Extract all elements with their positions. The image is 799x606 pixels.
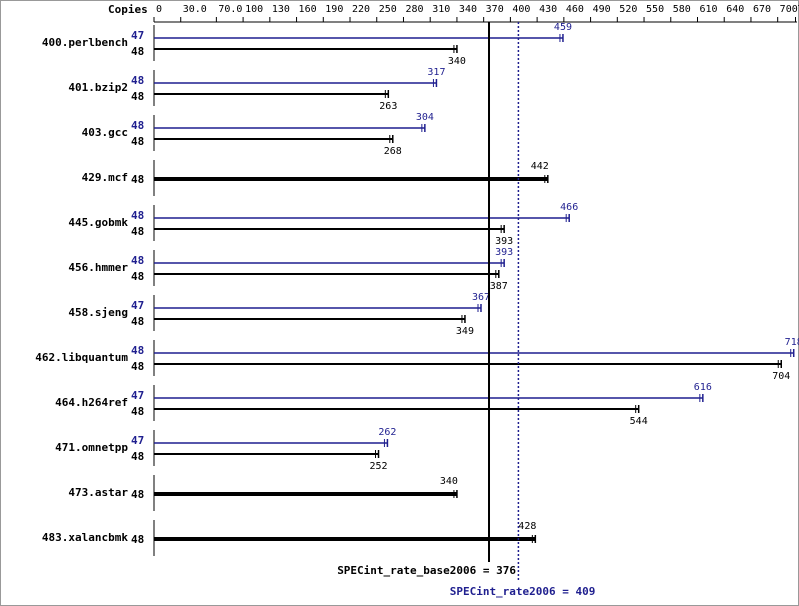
peak-copies: 48 xyxy=(131,254,144,267)
benchmark-name: 458.sjeng xyxy=(68,306,128,319)
peak-copies: 47 xyxy=(131,29,144,42)
peak-value-label: 317 xyxy=(427,67,445,78)
base-copies: 48 xyxy=(131,270,144,283)
peak-value-label: 393 xyxy=(495,247,513,258)
value-label: 442 xyxy=(531,161,549,172)
x-tick-label: 720 xyxy=(798,4,799,15)
benchmark-name: 464.h264ref xyxy=(55,396,128,409)
base-copies: 48 xyxy=(131,225,144,238)
base-value-label: 544 xyxy=(630,416,648,427)
peak-value-label: 466 xyxy=(560,202,578,213)
peak-value-label: 367 xyxy=(472,292,490,303)
value-label: 340 xyxy=(440,476,458,487)
benchmark-name: 429.mcf xyxy=(82,171,128,184)
x-tick-label: 610 xyxy=(699,4,717,15)
benchmark-name: 403.gcc xyxy=(82,126,128,139)
benchmark-name: 401.bzip2 xyxy=(68,81,128,94)
x-tick-label: 520 xyxy=(619,4,637,15)
x-tick-label: 550 xyxy=(646,4,664,15)
benchmark-name: 473.astar xyxy=(68,486,128,499)
x-tick-label: 640 xyxy=(726,4,744,15)
x-tick-label: 160 xyxy=(299,4,317,15)
peak-copies: 48 xyxy=(131,344,144,357)
x-tick-label: 370 xyxy=(486,4,504,15)
value-label: 428 xyxy=(518,521,536,532)
base-copies: 48 xyxy=(131,360,144,373)
x-tick-label: 220 xyxy=(352,4,370,15)
x-tick-label: 430 xyxy=(539,4,557,15)
peak-value-label: 304 xyxy=(416,112,434,123)
base-value-label: 268 xyxy=(384,146,402,157)
x-tick-label: 310 xyxy=(432,4,450,15)
copies: 48 xyxy=(131,488,144,501)
base-metric-label: SPECint_rate_base2006 = 376 xyxy=(337,564,516,577)
x-tick-label: 100 xyxy=(245,4,263,15)
benchmark-name: 471.omnetpp xyxy=(55,441,128,454)
x-tick-label: 490 xyxy=(593,4,611,15)
benchmark-name: 483.xalancbmk xyxy=(42,531,128,544)
benchmark-name: 400.perlbench xyxy=(42,36,128,49)
base-value-label: 252 xyxy=(369,461,387,472)
benchmark-name: 462.libquantum xyxy=(35,351,128,364)
peak-value-label: 262 xyxy=(378,427,396,438)
x-tick-label: 280 xyxy=(405,4,423,15)
x-tick-label: 400 xyxy=(512,4,530,15)
base-copies: 48 xyxy=(131,405,144,418)
axis-title: Copies xyxy=(108,3,148,16)
base-value-label: 340 xyxy=(448,56,466,67)
base-value-label: 349 xyxy=(456,326,474,337)
base-value-label: 263 xyxy=(379,101,397,112)
base-value-label: 704 xyxy=(772,371,790,382)
x-tick-label: 250 xyxy=(379,4,397,15)
x-tick-label: 190 xyxy=(325,4,343,15)
copies: 48 xyxy=(131,533,144,546)
peak-value-label: 459 xyxy=(554,22,572,33)
x-tick-label: 700 xyxy=(780,4,798,15)
peak-metric-label: SPECint_rate2006 = 409 xyxy=(450,585,596,598)
x-tick-label: 580 xyxy=(673,4,691,15)
x-tick-label: 0 xyxy=(156,4,162,15)
x-tick-label: 460 xyxy=(566,4,584,15)
x-tick-label: 30.0 xyxy=(183,4,207,15)
x-tick-label: 670 xyxy=(753,4,771,15)
peak-copies: 47 xyxy=(131,434,144,447)
benchmark-name: 456.hmmer xyxy=(68,261,128,274)
base-copies: 48 xyxy=(131,315,144,328)
x-tick-label: 70.0 xyxy=(218,4,242,15)
peak-value-label: 616 xyxy=(694,382,712,393)
benchmark-name: 445.gobmk xyxy=(68,216,128,229)
peak-copies: 47 xyxy=(131,389,144,402)
x-tick-label: 340 xyxy=(459,4,477,15)
peak-value-label: 718 xyxy=(785,337,799,348)
copies: 48 xyxy=(131,173,144,186)
x-tick-label: 130 xyxy=(272,4,290,15)
base-copies: 48 xyxy=(131,450,144,463)
base-copies: 48 xyxy=(131,135,144,148)
base-copies: 48 xyxy=(131,45,144,58)
base-value-label: 387 xyxy=(490,281,508,292)
peak-copies: 48 xyxy=(131,74,144,87)
peak-copies: 47 xyxy=(131,299,144,312)
base-value-label: 393 xyxy=(495,236,513,247)
peak-copies: 48 xyxy=(131,119,144,132)
peak-copies: 48 xyxy=(131,209,144,222)
base-copies: 48 xyxy=(131,90,144,103)
